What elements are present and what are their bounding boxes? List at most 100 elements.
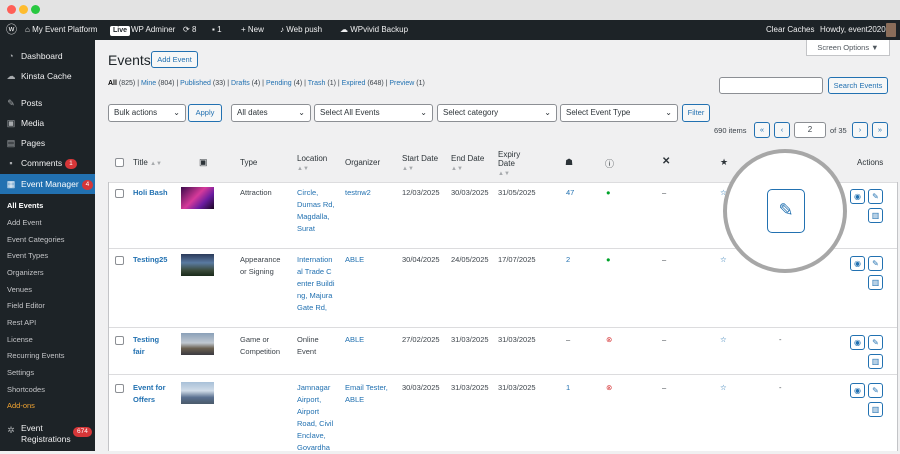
row-checkbox[interactable] — [115, 256, 124, 265]
first-page-button[interactable]: « — [754, 122, 770, 138]
add-event-button[interactable]: Add Event — [151, 51, 198, 68]
filter-drafts[interactable]: Drafts — [231, 80, 250, 87]
sidebar-item-posts[interactable]: ✎ Posts — [0, 93, 95, 113]
submenu-settings[interactable]: Settings — [7, 368, 35, 377]
delete-button[interactable]: ▥ — [868, 354, 883, 369]
previous-page-button[interactable]: ‹ — [774, 122, 790, 138]
wp-adminer-link[interactable]: WP Adminer — [131, 25, 176, 34]
row-checkbox[interactable] — [115, 336, 124, 345]
new-content-link[interactable]: + New — [241, 25, 264, 34]
pages-icon: ▤ — [6, 138, 16, 148]
filter-trash[interactable]: Trash — [307, 80, 326, 87]
admin-sidebar: ◔ Dashboard ☁ Kinsta Cache ✎ Posts ▣ Media ▤… — [0, 40, 95, 451]
submenu-license[interactable]: License — [7, 335, 33, 344]
eye-icon: ◉ — [854, 338, 861, 347]
close-window-button[interactable] — [7, 5, 16, 14]
items-count: 690 items — [714, 126, 747, 135]
event-title-link[interactable]: Testing25 — [133, 255, 168, 264]
last-page-button[interactable]: » — [872, 122, 888, 138]
submenu-field-editor[interactable]: Field Editor — [7, 301, 45, 310]
edit-button[interactable]: ✎ — [868, 189, 883, 204]
delete-button[interactable]: ▥ — [868, 275, 883, 290]
sidebar-item-kinsta-cache[interactable]: ☁ Kinsta Cache — [0, 66, 95, 86]
avatar[interactable] — [886, 23, 896, 37]
filter-all[interactable]: All — [108, 80, 117, 87]
view-button[interactable]: ◉ — [850, 335, 865, 350]
filter-expired[interactable]: Expired — [341, 80, 366, 87]
updates-link[interactable]: ⟳ 8 — [183, 25, 197, 34]
filter-button[interactable]: Filter — [682, 104, 710, 122]
screen-options-button[interactable]: Screen Options ▼ — [806, 40, 890, 56]
site-name-link[interactable]: ⌂ My Event Platform — [25, 25, 98, 34]
home-icon: ⌂ — [25, 25, 30, 34]
sidebar-item-event-manager[interactable]: ▦ Event Manager 4 — [0, 174, 95, 194]
apply-button[interactable]: Apply — [188, 104, 222, 122]
current-page-input[interactable]: 2 — [794, 122, 826, 138]
event-title-link[interactable]: Event for Offers — [133, 383, 166, 404]
row-checkbox[interactable] — [115, 384, 124, 393]
submenu-shortcodes[interactable]: Shortcodes — [7, 385, 45, 394]
category-select[interactable]: Select category ⌄ — [437, 104, 557, 122]
bulk-actions-select[interactable]: Bulk actions ⌄ — [108, 104, 186, 122]
sidebar-item-pages[interactable]: ▤ Pages — [0, 133, 95, 153]
howdy-user-link[interactable]: Howdy, event2020 — [820, 25, 886, 34]
submenu-all-events[interactable]: All Events — [7, 201, 44, 210]
submenu-rest-api[interactable]: Rest API — [7, 318, 37, 327]
dashboard-icon: ◔ — [8, 51, 14, 61]
submenu-add-ons[interactable]: Add-ons — [7, 401, 35, 410]
edit-button[interactable]: ✎ — [868, 383, 883, 398]
sidebar-item-comments[interactable]: ▪ Comments 1 — [0, 153, 95, 173]
maximize-window-button[interactable] — [31, 5, 40, 14]
calendar-icon: ▦ — [6, 179, 16, 189]
submenu-venues[interactable]: Venues — [7, 285, 33, 294]
chevron-down-icon: ⌄ — [173, 108, 180, 117]
comment-icon: ▪ — [212, 25, 215, 34]
bell-icon: ♪ — [280, 25, 284, 34]
filter-preview[interactable]: Preview — [389, 80, 415, 87]
sidebar-item-media[interactable]: ▣ Media — [0, 113, 95, 133]
chevron-down-icon: ⌄ — [298, 108, 305, 117]
eye-icon: ◉ — [854, 192, 861, 201]
minimize-window-button[interactable] — [19, 5, 28, 14]
wordpress-logo-icon[interactable]: ⓦ — [6, 24, 17, 36]
filter-pending[interactable]: Pending — [265, 80, 292, 87]
sidebar-item-dashboard[interactable]: ◔ Dashboard — [0, 46, 95, 66]
view-button[interactable]: ◉ — [850, 383, 865, 398]
zoomed-edit-button[interactable]: ✎ — [767, 189, 805, 233]
next-page-button[interactable]: › — [852, 122, 868, 138]
page-title: Events — [108, 52, 151, 68]
submenu-event-categories[interactable]: Event Categories — [7, 235, 65, 244]
delete-button[interactable]: ▥ — [868, 208, 883, 223]
submenu-organizers[interactable]: Organizers — [7, 268, 44, 277]
submenu-add-event[interactable]: Add Event — [7, 218, 42, 227]
select-all-checkbox[interactable] — [115, 158, 124, 167]
search-events-button[interactable]: Search Events — [828, 77, 888, 94]
wpvivid-link[interactable]: ☁ WPvivid Backup — [340, 25, 409, 34]
event-type-select[interactable]: Select Event Type ⌄ — [560, 104, 678, 122]
edit-button[interactable]: ✎ — [868, 256, 883, 271]
view-button[interactable]: ◉ — [850, 256, 865, 271]
eye-icon: ◉ — [854, 259, 861, 268]
comments-link[interactable]: ▪ 1 — [212, 25, 222, 34]
admin-bar: ⓦ ⌂ My Event Platform Live WP Adminer ⟳ … — [0, 20, 900, 40]
edit-button[interactable]: ✎ — [868, 335, 883, 350]
cloud-icon: ☁ — [6, 71, 16, 81]
cloud-icon: ☁ — [340, 25, 348, 34]
trash-icon: ▥ — [871, 211, 880, 220]
delete-button[interactable]: ▥ — [868, 402, 883, 417]
all-dates-select[interactable]: All dates ⌄ — [231, 104, 311, 122]
all-events-select[interactable]: Select All Events ⌄ — [314, 104, 433, 122]
submenu-event-types[interactable]: Event Types — [7, 251, 49, 260]
submenu-recurring-events[interactable]: Recurring Events — [7, 351, 65, 360]
clear-caches-link[interactable]: Clear Caches — [766, 25, 815, 34]
pencil-icon: ✎ — [872, 338, 879, 347]
view-button[interactable]: ◉ — [850, 189, 865, 204]
filter-published[interactable]: Published — [180, 80, 211, 87]
event-title-link[interactable]: Testing fair — [133, 335, 160, 356]
filter-mine[interactable]: Mine — [140, 80, 157, 87]
search-input[interactable] — [719, 77, 823, 94]
web-push-link[interactable]: ♪ Web push — [280, 25, 323, 34]
row-checkbox[interactable] — [115, 189, 124, 198]
sidebar-item-event-registrations[interactable]: ✲ Event Registrations 674 — [0, 420, 95, 448]
event-title-link[interactable]: Holi Bash — [133, 188, 168, 197]
